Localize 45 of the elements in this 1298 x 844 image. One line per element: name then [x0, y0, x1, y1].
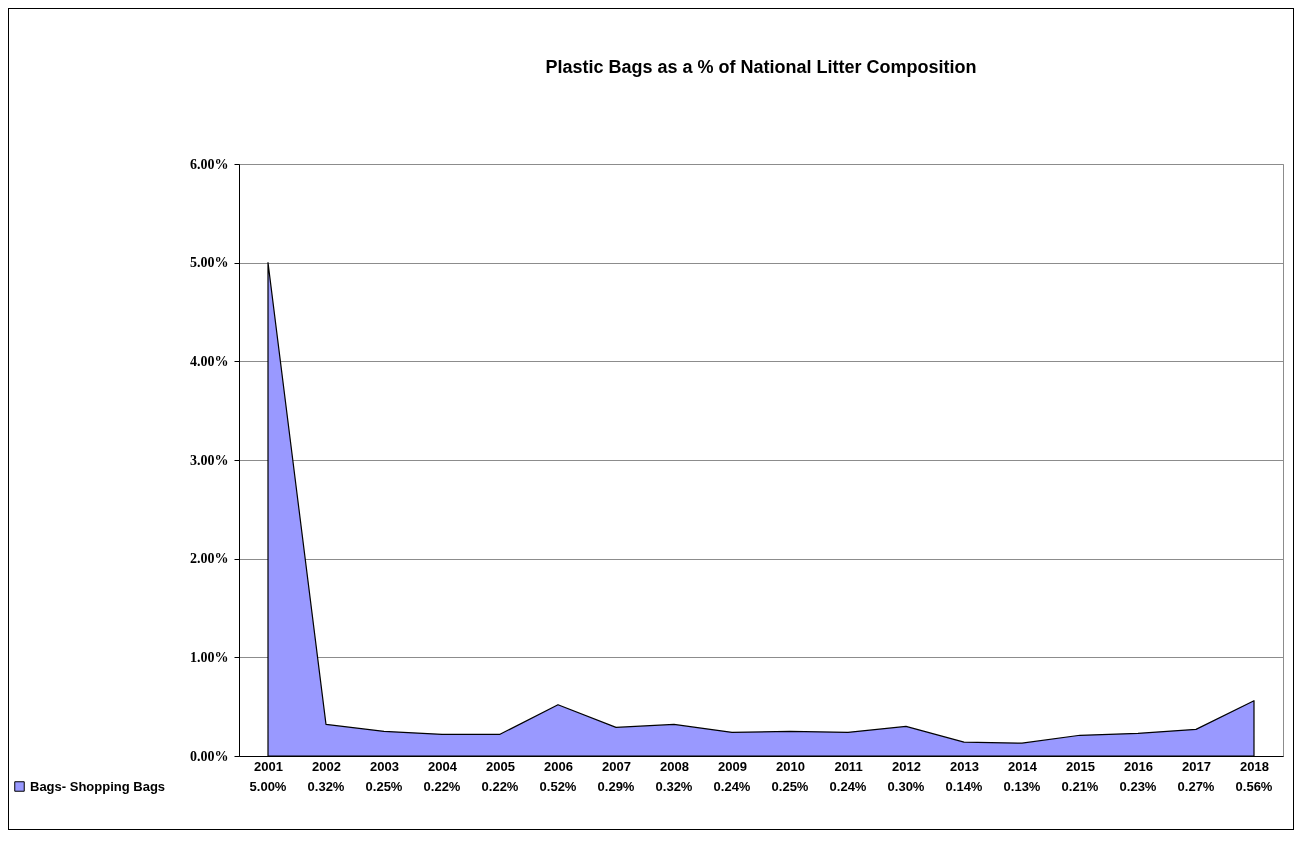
- data-label: 0.22%: [423, 779, 461, 794]
- x-tick-label: 2018: [1240, 758, 1269, 774]
- chart-title: Plastic Bags as a % of National Litter Composition: [545, 57, 977, 77]
- data-label: 0.22%: [481, 779, 519, 794]
- y-tick-label: 3.00%: [190, 452, 229, 468]
- legend-label: Bags- Shopping Bags: [30, 778, 166, 794]
- x-tick-label: 2015: [1066, 758, 1095, 774]
- x-tick-label: 2001: [254, 758, 283, 774]
- x-tick-label: 2009: [718, 758, 747, 774]
- x-tick-label: 2010: [776, 758, 805, 774]
- data-label: 0.52%: [539, 779, 577, 794]
- data-label: 0.13%: [1003, 779, 1041, 794]
- data-label: 0.30%: [887, 779, 925, 794]
- x-tick-label: 2014: [1008, 758, 1038, 774]
- y-tick-label: 2.00%: [190, 551, 229, 567]
- data-label: 0.32%: [307, 779, 345, 794]
- y-tick-label: 4.00%: [190, 353, 229, 369]
- x-tick-label: 2003: [370, 758, 399, 774]
- data-label: 0.14%: [945, 779, 983, 794]
- data-label: 0.56%: [1235, 779, 1273, 794]
- x-tick-label: 2006: [544, 758, 573, 774]
- x-tick-label: 2017: [1182, 758, 1211, 774]
- x-tick-label: 2002: [312, 758, 341, 774]
- x-tick-label: 2012: [892, 758, 921, 774]
- y-tick-label: 1.00%: [190, 649, 229, 665]
- data-label: 0.27%: [1177, 779, 1215, 794]
- x-tick-label: 2007: [602, 758, 631, 774]
- data-label: 0.24%: [713, 779, 751, 794]
- data-label: 5.00%: [249, 779, 287, 794]
- x-tick-label: 2008: [660, 758, 689, 774]
- data-label: 0.29%: [597, 779, 635, 794]
- data-label: 0.32%: [655, 779, 693, 794]
- x-tick-label: 2013: [950, 758, 979, 774]
- x-tick-label: 2016: [1124, 758, 1153, 774]
- data-label: 0.25%: [771, 779, 809, 794]
- x-tick-label: 2011: [834, 758, 863, 774]
- y-tick-label: 5.00%: [190, 255, 229, 271]
- x-tick-label: 2005: [486, 758, 515, 774]
- data-label: 0.25%: [365, 779, 403, 794]
- data-label: 0.21%: [1061, 779, 1099, 794]
- data-label: 0.23%: [1119, 779, 1157, 794]
- x-tick-label: 2004: [428, 758, 458, 774]
- data-label: 0.24%: [829, 779, 867, 794]
- y-tick-label: 0.00%: [190, 748, 229, 764]
- y-tick-label: 6.00%: [190, 156, 229, 172]
